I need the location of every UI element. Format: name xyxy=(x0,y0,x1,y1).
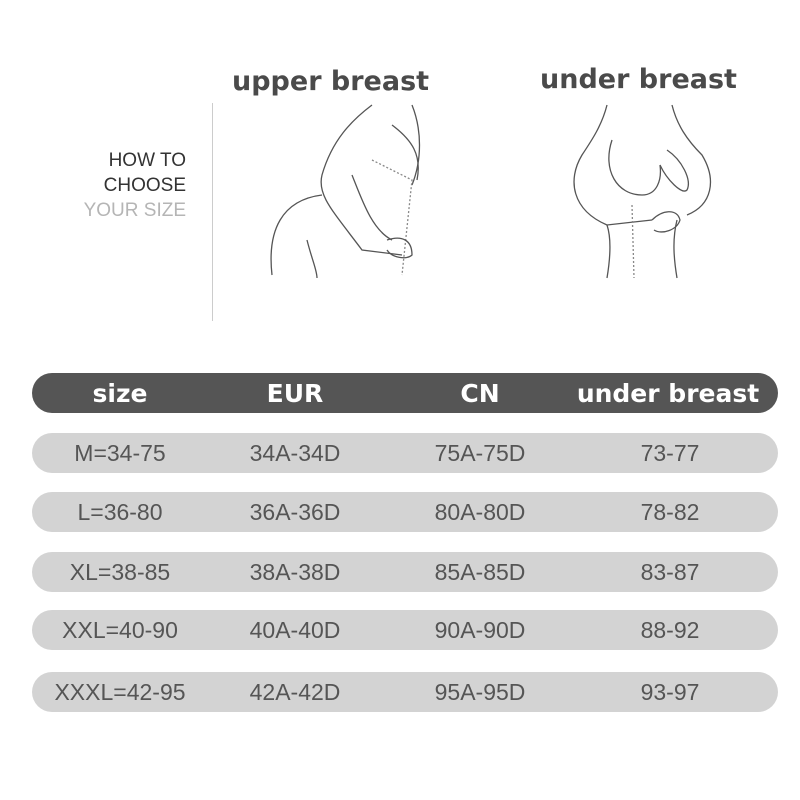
table-header: size EUR CN under breast xyxy=(32,373,778,413)
cell-under-breast: 78-82 xyxy=(640,498,700,525)
cell-size: XXXL=42-95 xyxy=(54,678,186,705)
cell-size: XL=38-85 xyxy=(69,558,171,585)
cell-size: L=36-80 xyxy=(77,498,163,525)
table-row: L=36-80 36A-36D 80A-80D 78-82 xyxy=(32,492,778,532)
header-eur: EUR xyxy=(266,378,324,408)
under-breast-measure-illustration xyxy=(573,104,712,279)
table-row: XXL=40-90 40A-40D 90A-90D 88-92 xyxy=(32,610,778,650)
cell-cn: 80A-80D xyxy=(434,498,526,525)
cell-eur: 36A-36D xyxy=(249,498,341,525)
cell-eur: 42A-42D xyxy=(249,678,341,705)
cell-under-breast: 73-77 xyxy=(640,439,700,466)
header-under-breast: under breast xyxy=(576,378,760,408)
header-cn: CN xyxy=(460,378,500,408)
cell-eur: 34A-34D xyxy=(249,439,341,466)
cell-cn: 75A-75D xyxy=(434,439,526,466)
cell-under-breast: 88-92 xyxy=(640,616,700,643)
upper-breast-measure-illustration xyxy=(270,104,421,279)
choose-line: CHOOSE xyxy=(103,175,186,196)
header-size: size xyxy=(92,378,148,408)
cell-size: XXL=40-90 xyxy=(62,616,178,643)
cell-cn: 90A-90D xyxy=(434,616,526,643)
cell-size: M=34-75 xyxy=(74,439,166,466)
divider xyxy=(212,103,213,321)
cell-under-breast: 93-97 xyxy=(640,678,700,705)
cell-eur: 40A-40D xyxy=(249,616,341,643)
under-breast-title: under breast xyxy=(540,64,737,95)
cell-cn: 95A-95D xyxy=(434,678,526,705)
cell-under-breast: 83-87 xyxy=(640,558,700,585)
table-row: M=34-75 34A-34D 75A-75D 73-77 xyxy=(32,433,778,473)
upper-breast-title: upper breast xyxy=(232,66,430,97)
how-to-line: HOW TO xyxy=(108,150,186,171)
your-size-line: YOUR SIZE xyxy=(83,200,186,221)
cell-cn: 85A-85D xyxy=(434,558,526,585)
how-to-choose-heading: HOW TO CHOOSE YOUR SIZE xyxy=(84,148,186,223)
table-row: XL=38-85 38A-38D 85A-85D 83-87 xyxy=(32,552,778,592)
cell-eur: 38A-38D xyxy=(249,558,341,585)
table-row: XXXL=42-95 42A-42D 95A-95D 93-97 xyxy=(32,672,778,712)
